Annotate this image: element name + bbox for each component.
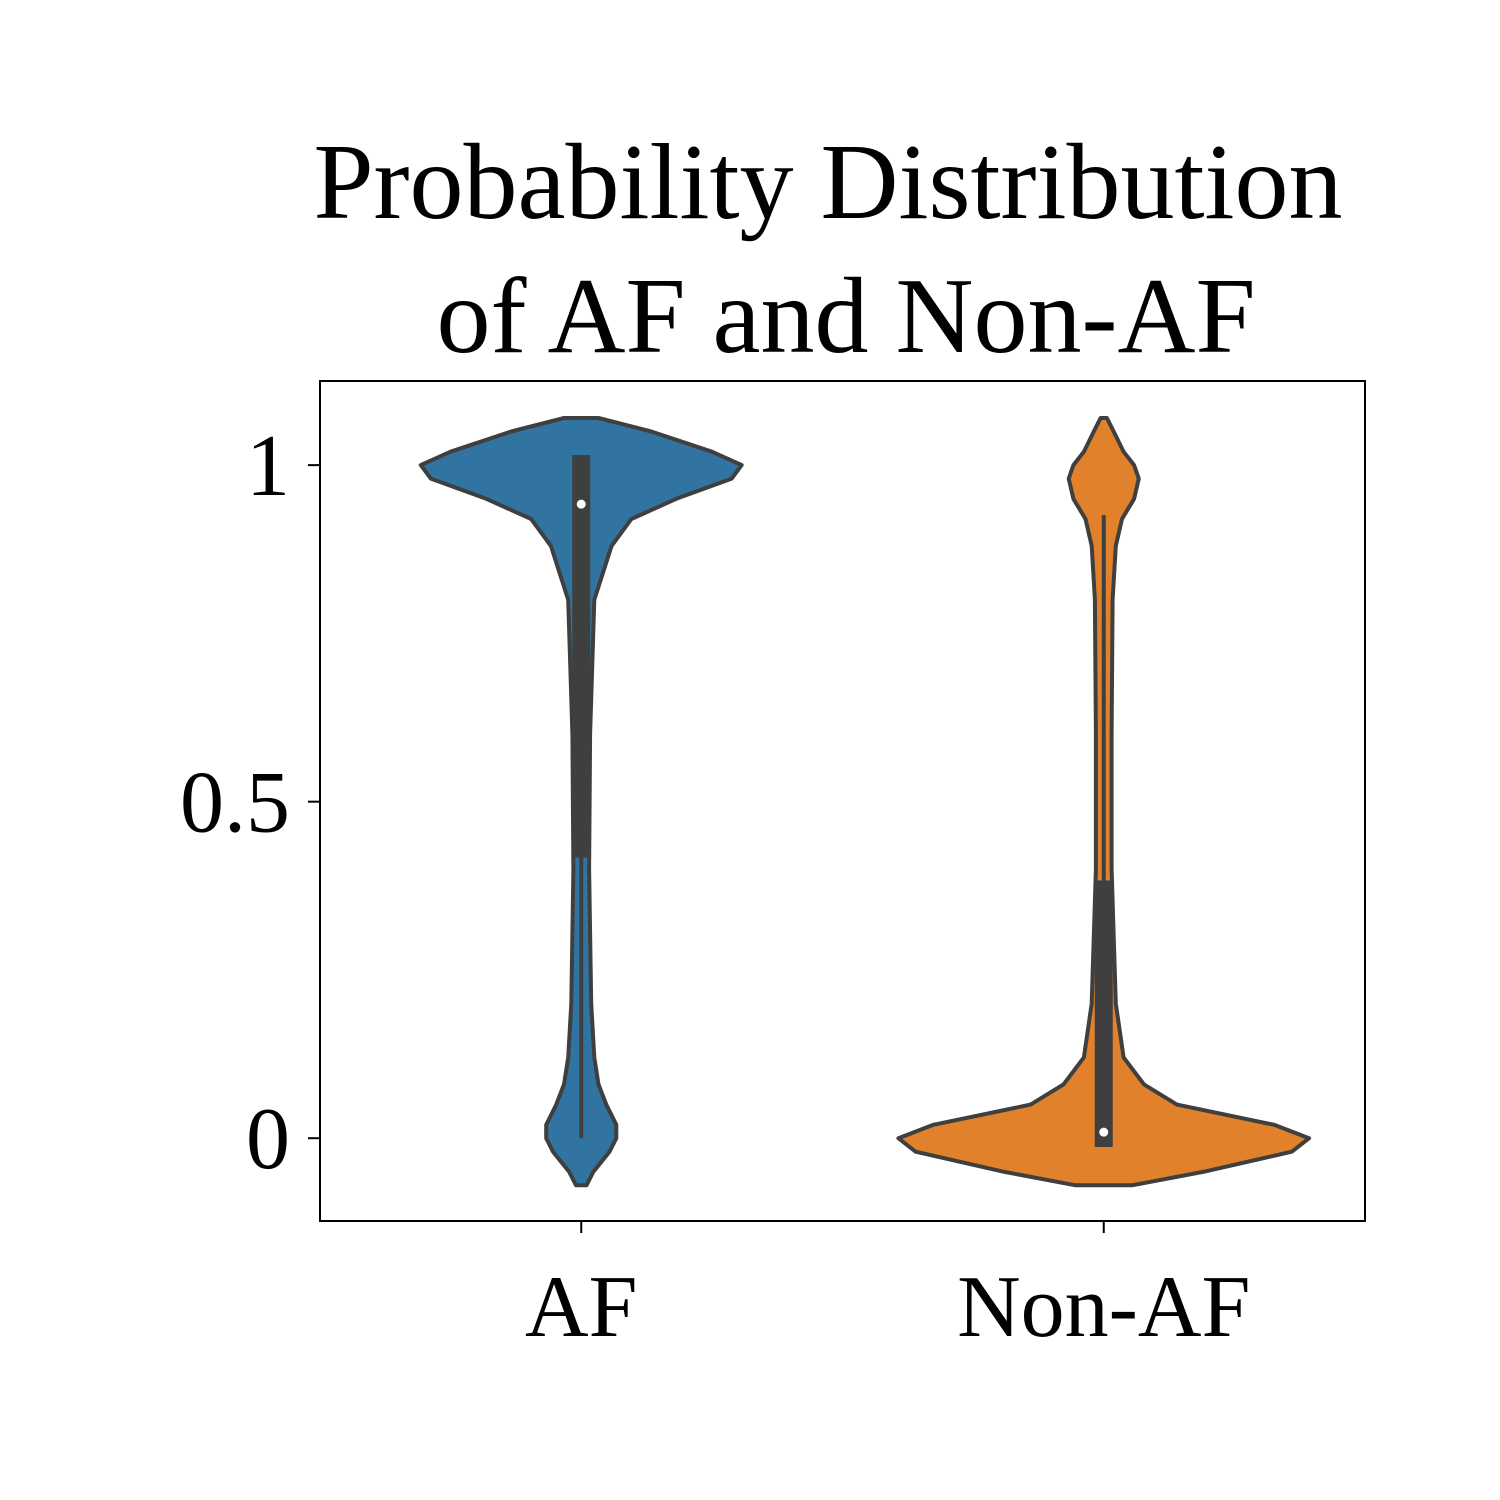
chart-title: Probability Distribution bbox=[313, 123, 1342, 242]
y-tick-label: 0 bbox=[246, 1091, 290, 1188]
y-tick-label: 1 bbox=[246, 418, 290, 515]
chart-title: of AF and Non-AF bbox=[436, 257, 1255, 376]
x-tick-label: Non-AF bbox=[957, 1259, 1250, 1356]
box bbox=[572, 455, 591, 858]
box bbox=[1094, 880, 1113, 1147]
median bbox=[1099, 1127, 1109, 1137]
y-tick-label: 0.5 bbox=[180, 755, 290, 852]
x-tick-label: AF bbox=[525, 1259, 638, 1356]
median bbox=[576, 499, 586, 509]
plot-frame bbox=[319, 380, 1366, 1222]
